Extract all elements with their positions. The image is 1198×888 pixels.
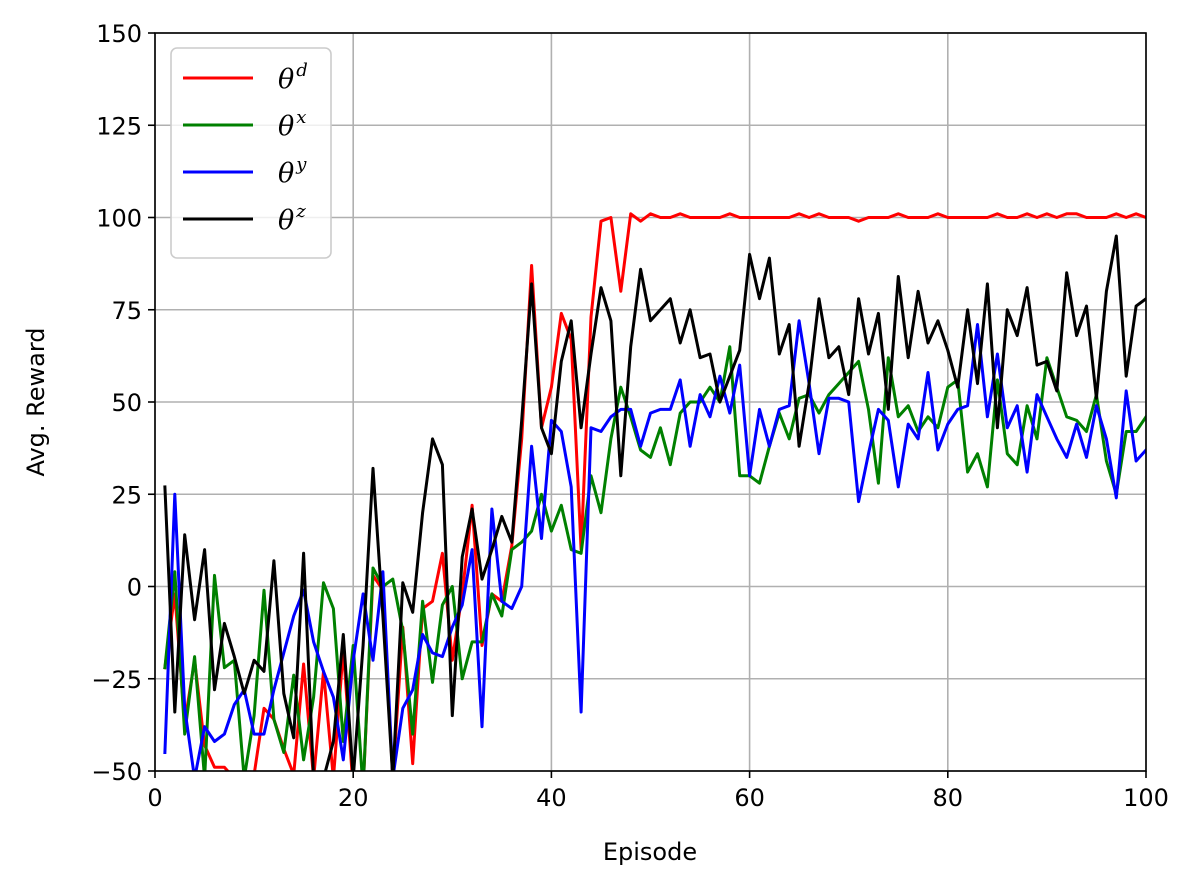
x-axis-ticks: 0 20 40 60 80 100: [147, 771, 1169, 812]
y-tick-label: 50: [111, 389, 142, 417]
series-line-theta-x: [163, 345, 1146, 771]
legend: θ d θ x θ y θ z: [170, 47, 332, 259]
series-line-theta-d: [163, 212, 1146, 771]
x-tick-label: 40: [536, 784, 567, 812]
y-tick-label: 150: [96, 20, 142, 48]
y-tick-label: 25: [111, 481, 142, 509]
series-line-theta-z: [163, 234, 1146, 771]
series-line-theta-y: [163, 319, 1146, 771]
y-tick-label: 0: [127, 574, 142, 602]
x-axis-label: Episode: [603, 838, 697, 866]
x-tick-label: 20: [338, 784, 369, 812]
legend-frame: [170, 47, 332, 259]
y-axis-label: Avg. Reward: [22, 327, 50, 476]
y-axis-ticks: −50 −25 0 25 50 75 100 125 150: [91, 20, 155, 786]
y-tick-label: 100: [96, 205, 142, 233]
y-tick-label: −25: [91, 666, 142, 694]
x-tick-label: 0: [147, 784, 162, 812]
y-tick-label: 75: [111, 297, 142, 325]
series-lines: [163, 212, 1146, 771]
y-tick-label: −50: [91, 758, 142, 786]
x-tick-label: 80: [933, 784, 964, 812]
y-tick-label: 125: [96, 112, 142, 140]
x-tick-label: 60: [734, 784, 765, 812]
x-tick-label: 100: [1123, 784, 1169, 812]
